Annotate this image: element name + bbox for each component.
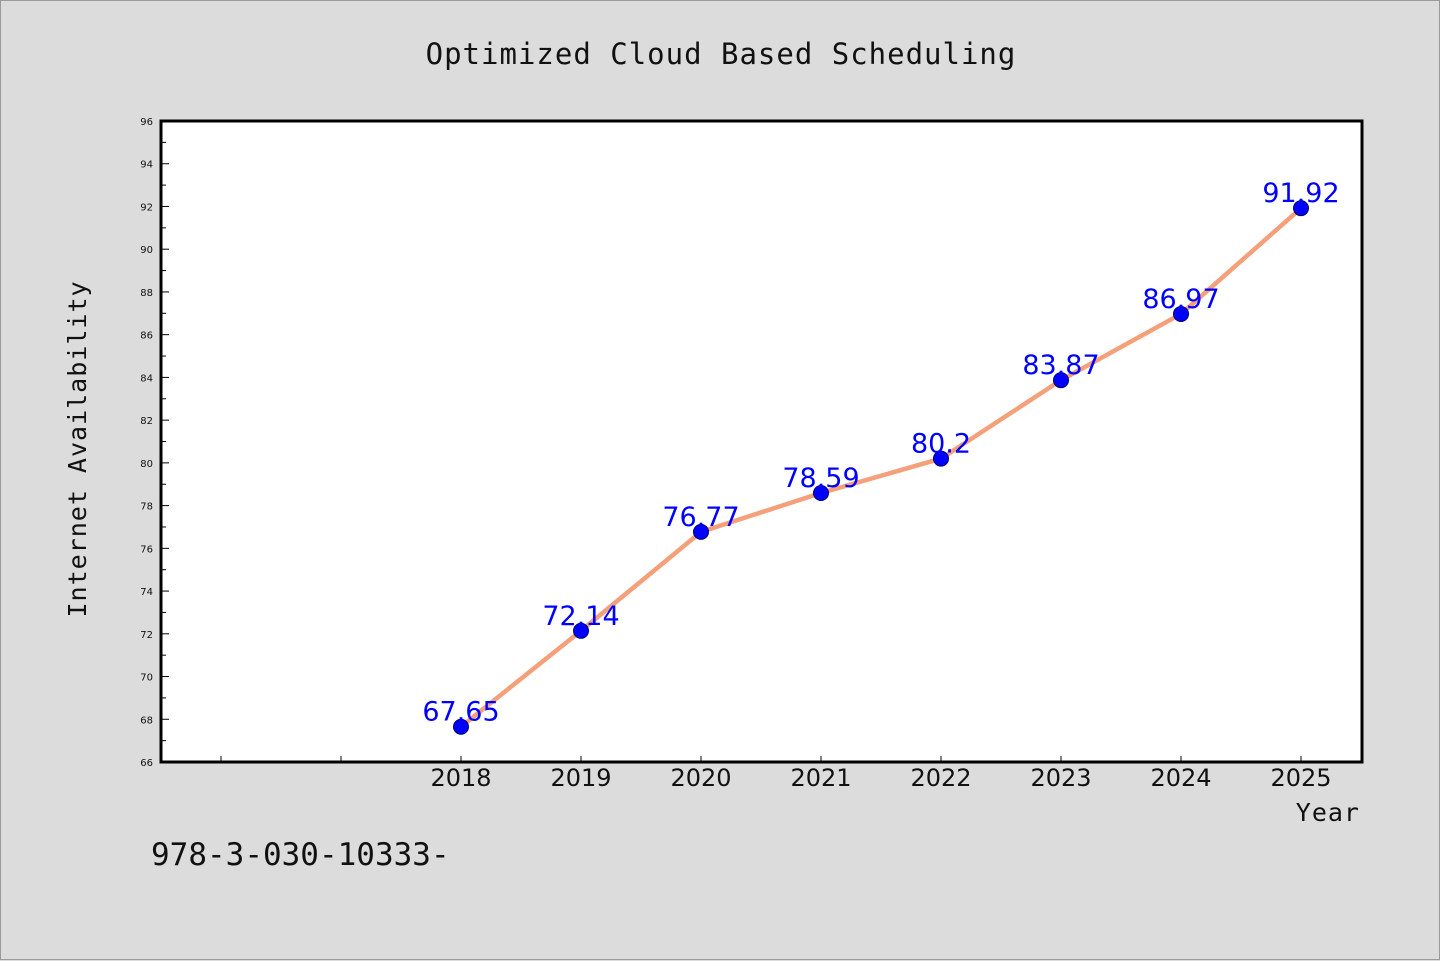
series-path (458, 205, 1304, 729)
data-point-2018 (453, 718, 469, 735)
data-point-2019 (573, 622, 589, 639)
y-tick-label: 82 (140, 416, 153, 427)
footnote-text: 978-3-030-10333- (151, 837, 450, 873)
x-axis: 2018 2019 2020 2021 2022 2023 2024 2025 (220, 756, 1332, 792)
data-label-2025: 91.92 (1262, 178, 1339, 209)
data-label-2021: 78.59 (782, 463, 859, 494)
data-point-2024 (1173, 305, 1189, 322)
x-tick-label: 2023 (1030, 764, 1091, 792)
y-tick-label: 80 (140, 459, 153, 470)
y-tick-label: 96 (140, 117, 153, 128)
data-label-2022: 80.2 (911, 429, 971, 460)
y-tick-label: 78 (140, 502, 153, 513)
data-point-2022 (933, 450, 949, 467)
data-point-2020 (693, 523, 709, 540)
x-tick-label: 2025 (1270, 764, 1331, 792)
x-tick-label: 2022 (910, 764, 971, 792)
y-tick-label: 88 (140, 288, 153, 299)
y-tick-label: 68 (140, 715, 153, 726)
x-tick-label: 2024 (1150, 764, 1211, 792)
data-label-2019: 72.14 (542, 601, 619, 632)
plot-area (159, 119, 1364, 764)
y-tick-label: 92 (140, 202, 153, 213)
y-tick-label: 90 (140, 245, 153, 256)
y-tick-label: 86 (140, 331, 153, 342)
y-tick-label: 84 (140, 373, 153, 384)
data-label-2024: 86.97 (1142, 284, 1219, 315)
x-tick-label: 2021 (790, 764, 851, 792)
y-tick-label: 94 (140, 160, 153, 171)
data-label-2020: 76.77 (662, 502, 739, 533)
data-label-2023: 83.87 (1022, 350, 1099, 381)
data-label-2018: 67.65 (422, 697, 499, 728)
data-labels: 67.65 72.14 76.77 78.59 80.2 83.87 86.97 91.92 (422, 178, 1339, 728)
y-tick-label: 76 (140, 544, 153, 555)
y-tick-label: 74 (140, 587, 153, 598)
data-point-2023 (1053, 372, 1069, 389)
x-tick-label: 2019 (550, 764, 611, 792)
y-axis: 66 68 70 72 74 76 78 80 82 84 86 88 90 92 94 96 (140, 117, 169, 769)
data-point-2021 (813, 484, 829, 501)
chart-title: Optimized Cloud Based Scheduling (426, 37, 1017, 71)
series-line (453, 200, 1309, 735)
y-tick-label: 66 (140, 758, 153, 769)
y-tick-label: 70 (140, 673, 153, 684)
y-tick-label: 72 (140, 630, 153, 641)
x-axis-label: Year (1296, 798, 1360, 827)
y-axis-label: Internet Availability (63, 280, 92, 617)
x-tick-label: 2018 (430, 764, 491, 792)
data-point-2025 (1293, 200, 1309, 217)
x-tick-label: 2020 (670, 764, 731, 792)
